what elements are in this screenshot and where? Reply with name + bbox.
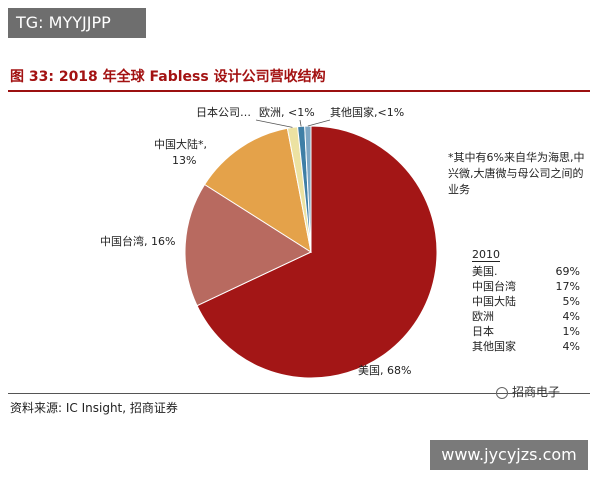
pie-slice: [304, 125, 312, 253]
table-cell-value: 17%: [555, 280, 580, 293]
brand-icon: [496, 386, 508, 399]
figure-title: 图 33: 2018 年全球 Fabless 设计公司营收结构: [10, 69, 326, 85]
table-row: 欧洲 4%: [472, 309, 580, 324]
leader-line: [255, 119, 293, 128]
pie-slice: [203, 127, 312, 254]
table-cell-name: 中国大陆: [472, 295, 516, 308]
table-cell-value: 1%: [562, 325, 580, 338]
table-row: 其他国家 4%: [472, 339, 580, 354]
slice-label: 其他国家,<1%: [330, 105, 404, 119]
table-cell-name: 美国.: [472, 265, 498, 278]
brand-text: 招商电子: [512, 385, 561, 399]
slice-label: 中国台湾, 16%: [100, 234, 175, 248]
pie-slice: [196, 125, 438, 379]
comparison-table: 2010 美国. 69% 中国台湾 17% 中国大陆 5% 欧洲 4% 日本 1% 其他国家 4%: [472, 248, 580, 354]
title-rule: [8, 90, 590, 92]
chart-note: *其中有6%来自华为海思,中兴微,大唐微与母公司之间的业务: [448, 151, 585, 196]
table-cell-name: 日本: [472, 325, 494, 338]
slice-label: 欧洲, <1%: [259, 106, 315, 119]
leader-line: [299, 119, 302, 127]
table-cell-value: 4%: [562, 310, 580, 323]
table-row: 日本 1%: [472, 324, 580, 339]
slice-label: 美国, 68%: [358, 364, 411, 377]
watermark-label: TG: MYYJJPP: [8, 8, 146, 38]
slice-label-value: 13%: [172, 154, 196, 167]
table-cell-name: 欧洲: [472, 310, 494, 323]
table-cell-name: 其他国家: [472, 340, 516, 353]
table-header: 2010: [472, 248, 500, 262]
source-text: 资料来源: IC Insight, 招商证券: [10, 401, 178, 415]
table-row: 美国. 69%: [472, 264, 580, 279]
slice-label: 日本公司…: [196, 105, 251, 119]
brand-label: 招商电子: [496, 383, 560, 400]
table-cell-value: 4%: [562, 340, 580, 353]
table-cell-value: 69%: [555, 265, 580, 278]
slice-label: 中国大陆*,: [154, 137, 207, 151]
table-cell-value: 5%: [562, 295, 580, 308]
table-cell-name: 中国台湾: [472, 280, 516, 293]
site-watermark: www.jycyjzs.com: [430, 440, 588, 470]
table-row: 中国大陆 5%: [472, 294, 580, 309]
pie-slice: [184, 183, 313, 307]
table-row: 中国台湾 17%: [472, 279, 580, 294]
leader-line: [307, 119, 331, 127]
source-rule: [8, 393, 590, 394]
